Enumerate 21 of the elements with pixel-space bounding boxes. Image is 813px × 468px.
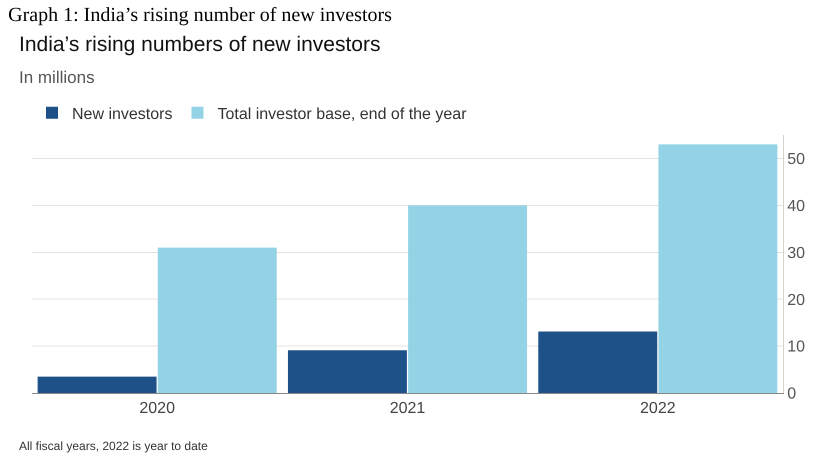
y-tick-label: 50 xyxy=(787,151,806,168)
bar xyxy=(538,332,658,393)
x-tick-label: 2022 xyxy=(640,400,676,418)
bar xyxy=(288,350,407,393)
bar xyxy=(158,248,277,393)
chart-subtitle: India’s rising numbers of new investors xyxy=(19,33,380,56)
bar xyxy=(38,376,157,393)
text: All fiscal years, 2022 is year to date xyxy=(19,439,208,453)
x-tick-label: 2021 xyxy=(390,400,426,418)
x-tick-label: 2020 xyxy=(139,400,176,418)
y-tick-label: 20 xyxy=(787,292,806,309)
y-tick-label: 10 xyxy=(787,338,806,356)
chart-title: Graph 1: India’s rising number of new investors xyxy=(8,4,392,26)
y-axis-title: In millions xyxy=(19,68,95,87)
legend-label: New investors xyxy=(72,106,172,123)
legend-label: Total investor base, end of the year xyxy=(217,106,468,123)
y-tick-label: 0 xyxy=(787,386,796,403)
y-tick-label: 40 xyxy=(787,198,806,215)
bar xyxy=(408,205,528,393)
y-tick-label: 30 xyxy=(787,244,806,262)
bar xyxy=(658,144,778,393)
